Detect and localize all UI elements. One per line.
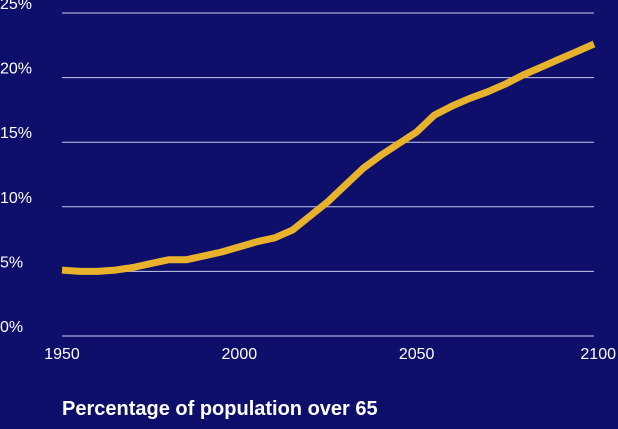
x-tick-label: 2050 [399,346,435,363]
x-tick-label: 2100 [580,346,616,363]
chart-title: Percentage of population over 65 [62,398,378,420]
y-tick-label: 15% [0,125,32,142]
gridlines [62,12,594,337]
y-tick-label: 20% [0,61,32,78]
y-axis-tick-labels: 0% 5% 10% 15% 20% 25% [0,0,32,336]
y-tick-label: 0% [0,319,23,336]
y-tick-label: 10% [0,190,32,207]
series-group [61,40,596,275]
x-axis-tick-labels: 1950 2000 2050 2100 [44,346,616,363]
x-tick-label: 1950 [44,346,80,363]
series-line-0 [61,40,596,275]
x-tick-label: 2000 [222,346,258,363]
y-tick-label: 5% [0,254,23,271]
y-tick-label: 25% [0,0,32,13]
